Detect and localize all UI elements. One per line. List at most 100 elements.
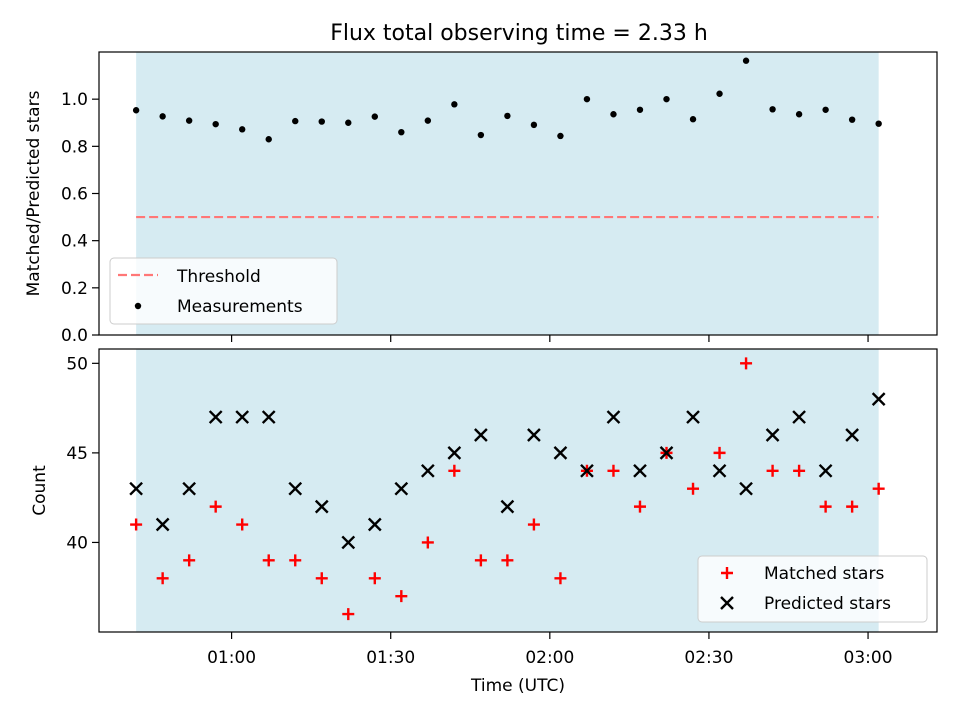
measurement-point <box>742 57 750 64</box>
measurement-point <box>848 116 856 123</box>
measurement-point <box>716 90 723 97</box>
x-tick-label: 01:30 <box>366 648 415 668</box>
measurement-point <box>132 107 140 114</box>
matched-star-point <box>289 554 302 567</box>
measurement-point <box>292 117 299 125</box>
measurement-point <box>769 106 776 113</box>
legend-matched-swatch <box>721 567 733 579</box>
y-tick-label: 0.8 <box>61 137 88 157</box>
measurement-point <box>663 95 670 103</box>
matched-star-point <box>156 572 169 585</box>
matched-star-point <box>872 482 885 495</box>
predicted-star-point <box>845 428 859 442</box>
predicted-star-point <box>155 517 170 532</box>
predicted-star-point <box>553 446 568 460</box>
measurement-point <box>583 95 591 103</box>
predicted-star-point <box>500 499 515 514</box>
matched-star-point <box>527 518 540 531</box>
predicted-star-point <box>235 410 250 424</box>
predicted-star-point <box>314 499 329 514</box>
measurement-point <box>477 131 485 139</box>
matched-star-point <box>501 554 514 567</box>
measurement-point <box>345 119 352 126</box>
y-tick-label: 0.4 <box>61 232 88 252</box>
predicted-star-point <box>208 410 223 424</box>
predicted-star-point <box>871 392 886 407</box>
predicted-star-point <box>288 481 303 496</box>
matched-star-point <box>766 464 779 477</box>
y-tick-label: 1.0 <box>61 90 88 110</box>
measurement-point <box>239 126 246 133</box>
matched-star-point <box>713 446 726 459</box>
x-tick-label: 03:00 <box>844 648 893 668</box>
predicted-star-point <box>792 410 806 424</box>
predicted-star-point <box>261 410 276 424</box>
plot-frame <box>98 51 938 336</box>
measurement-point <box>185 117 193 124</box>
matched-star-point <box>819 500 832 513</box>
matched-star-point <box>236 518 249 531</box>
matched-star-point <box>607 464 620 477</box>
predicted-star-point <box>394 481 409 496</box>
measurement-point <box>212 120 219 128</box>
legend: Threshold Measurements <box>109 257 338 325</box>
matched-star-point <box>368 572 381 585</box>
measurement-point <box>822 106 829 113</box>
x-tick-label: 01:00 <box>207 648 256 668</box>
measurement-point <box>504 112 511 120</box>
measurement-point <box>530 121 538 129</box>
y-tick-label: 50 <box>66 354 88 374</box>
matched-star-point <box>793 464 806 477</box>
predicted-star-point <box>712 463 727 478</box>
measurement-point <box>424 117 432 124</box>
matched-star-point <box>740 357 753 370</box>
matched-star-point <box>554 572 567 585</box>
y-tick-label: 45 <box>66 444 88 464</box>
predicted-star-point <box>447 446 462 460</box>
top-panel: 0.0 0.2 0.4 0.6 0.8 1.0 Matched/Predicted star… <box>24 51 938 346</box>
legend: Matched stars Predicted stars <box>697 555 928 623</box>
predicted-star-point <box>686 410 700 424</box>
matched-star-point <box>474 554 487 567</box>
predicted-star-point <box>527 428 541 442</box>
predicted-star-point <box>129 481 143 496</box>
y-tick-label: 0.6 <box>61 185 88 205</box>
measurement-point <box>689 116 697 123</box>
legend-measurements-label: Measurements <box>177 297 303 317</box>
matched-star-point <box>262 554 275 567</box>
y-tick-label: 40 <box>66 533 88 553</box>
predicted-star-point <box>659 446 674 460</box>
matched-star-point <box>209 500 222 513</box>
matched-star-point <box>342 608 355 621</box>
predicted-star-point <box>739 481 753 496</box>
measurement-point <box>318 118 325 125</box>
matched-star-point <box>421 536 434 549</box>
legend-box <box>697 555 928 623</box>
measurement-point <box>451 101 458 108</box>
x-axis-label: Time (UTC) <box>470 676 565 696</box>
y-axis-label: Count <box>30 465 50 516</box>
measurement-point <box>610 111 617 118</box>
measurement-point <box>557 132 564 140</box>
predicted-star-point <box>818 463 833 478</box>
predicted-star-point <box>341 535 356 550</box>
matched-star-point <box>130 518 143 531</box>
matched-star-point <box>183 554 196 567</box>
y-tick-label: 0.2 <box>61 279 88 299</box>
predicted-star-point <box>182 481 197 496</box>
predicted-star-point <box>580 463 594 478</box>
matched-star-point <box>633 500 646 513</box>
predicted-star-point <box>474 428 488 442</box>
predicted-star-point <box>420 463 435 478</box>
matched-star-point <box>687 482 700 495</box>
matched-star-point <box>315 572 328 585</box>
legend-threshold-label: Threshold <box>176 267 261 287</box>
legend-matched-label: Matched stars <box>764 564 884 584</box>
y-tick-label: 0.0 <box>61 326 88 346</box>
measurement-point <box>159 113 166 120</box>
matched-star-point <box>448 464 461 477</box>
measurement-point <box>636 106 644 113</box>
measurement-point <box>398 128 405 136</box>
measurement-point <box>265 136 272 143</box>
